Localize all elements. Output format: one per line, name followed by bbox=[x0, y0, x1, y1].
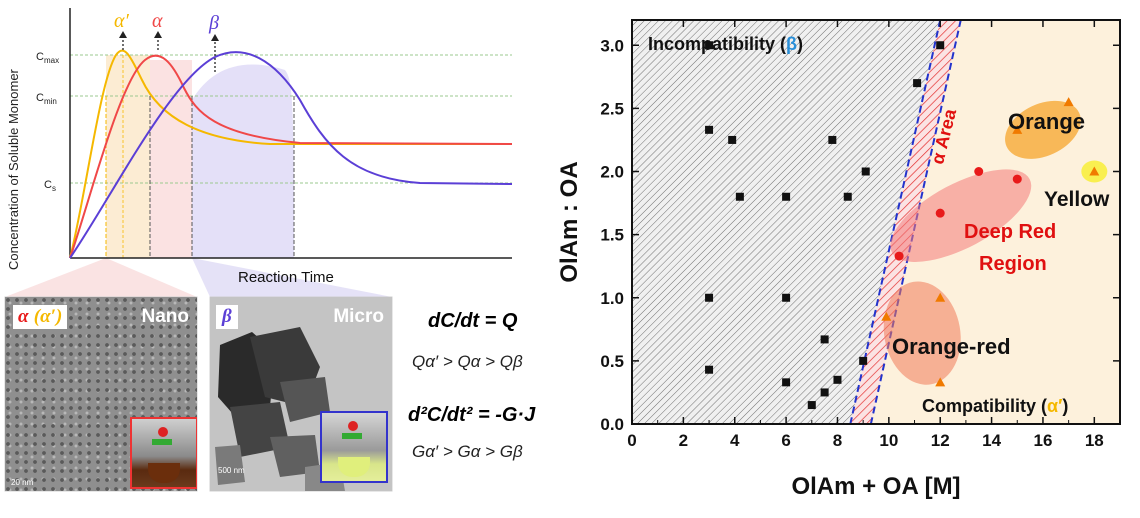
nano-scalebar: 20 nm bbox=[11, 478, 34, 487]
micro-label: β bbox=[216, 305, 238, 329]
region-alpha-prime bbox=[106, 55, 150, 258]
eq-q-order: Qα′ > Qα > Qβ bbox=[412, 352, 523, 371]
eq-dcdt: dC/dt = Q bbox=[428, 310, 518, 332]
series-label: β bbox=[208, 12, 219, 34]
series-label: α′ bbox=[114, 10, 129, 32]
series-label: α bbox=[152, 10, 163, 32]
left-y-label: Concentration of Soluble Monomer bbox=[6, 68, 21, 270]
level-cs: Cs bbox=[44, 179, 56, 193]
eq-d2cdt2: d²C/dt² = -G·J bbox=[408, 404, 536, 426]
zoom-wedge-micro bbox=[192, 258, 392, 297]
zoom-wedge-nano bbox=[5, 258, 197, 297]
series-line bbox=[69, 51, 513, 259]
region-alpha bbox=[150, 60, 192, 258]
tem-image-micro: β Micro 500 nm bbox=[210, 297, 392, 491]
micro-caption: Micro bbox=[333, 306, 384, 327]
series-line bbox=[69, 49, 512, 259]
series-line bbox=[69, 54, 513, 259]
level-cmax: Cmax bbox=[36, 51, 59, 65]
vial-photo-yellow bbox=[320, 411, 388, 483]
tem-image-nano: α (α′) Nano 20 nm bbox=[5, 297, 197, 491]
vial-photo-red bbox=[130, 417, 197, 489]
level-cmin: Cmin bbox=[36, 92, 57, 106]
eq-g-order: Gα′ > Gα > Gβ bbox=[412, 442, 523, 461]
region-beta bbox=[192, 64, 294, 258]
micro-scalebar: 500 nm bbox=[218, 466, 245, 475]
left-x-label: Reaction Time bbox=[238, 269, 334, 286]
nano-label: α (α′) bbox=[13, 305, 68, 329]
nano-caption: Nano bbox=[141, 306, 190, 327]
